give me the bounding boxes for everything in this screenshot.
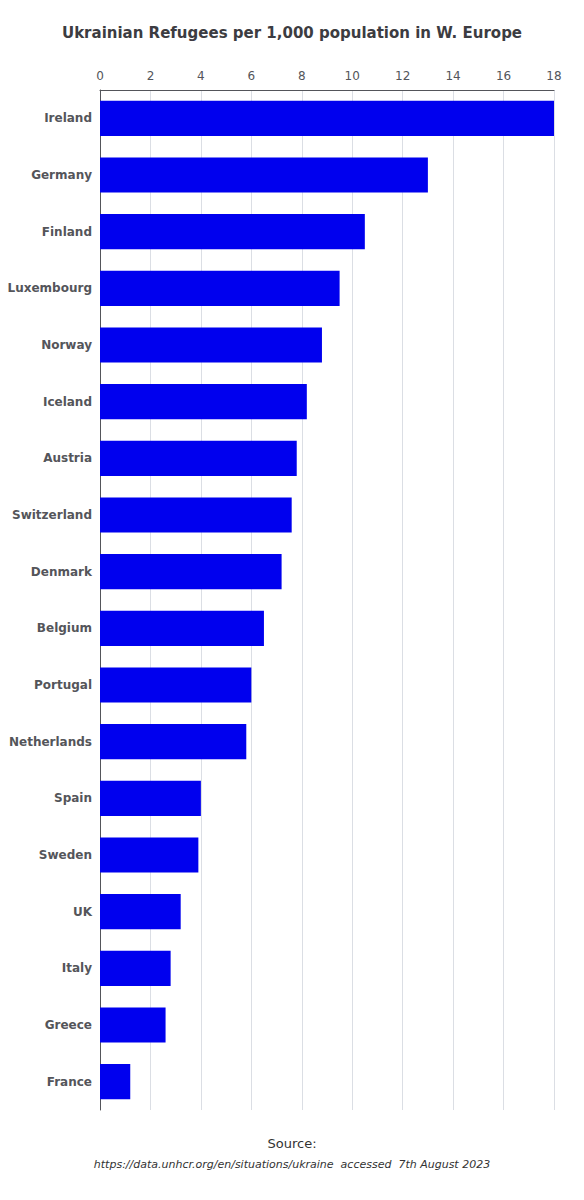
svg-text:UK: UK: [73, 905, 93, 919]
svg-text:2: 2: [147, 69, 155, 83]
svg-text:Sweden: Sweden: [39, 848, 92, 862]
svg-text:14: 14: [445, 69, 460, 83]
svg-text:18: 18: [546, 69, 561, 83]
svg-text:Switzerland: Switzerland: [12, 508, 92, 522]
svg-text:Luxembourg: Luxembourg: [8, 281, 92, 295]
svg-text:Finland: Finland: [42, 225, 92, 239]
svg-text:12: 12: [395, 69, 410, 83]
svg-text:Denmark: Denmark: [31, 565, 93, 579]
svg-text:Ireland: Ireland: [44, 111, 92, 125]
svg-text:Belgium: Belgium: [37, 621, 92, 635]
svg-text:Italy: Italy: [62, 961, 92, 975]
svg-text:Spain: Spain: [54, 791, 92, 805]
svg-text:Austria: Austria: [43, 451, 92, 465]
svg-text:8: 8: [298, 69, 306, 83]
svg-text:6: 6: [248, 69, 256, 83]
svg-text:https://data.unhcr.org/en/situ: https://data.unhcr.org/en/situations/ukr…: [94, 1158, 490, 1171]
svg-text:France: France: [47, 1075, 92, 1089]
svg-text:Netherlands: Netherlands: [9, 735, 92, 749]
svg-text:Source:: Source:: [267, 1136, 316, 1151]
svg-text:Portugal: Portugal: [34, 678, 92, 692]
svg-text:0: 0: [96, 69, 104, 83]
svg-text:Germany: Germany: [31, 168, 92, 182]
svg-text:Norway: Norway: [41, 338, 92, 352]
svg-text:Ukrainian Refugees per 1,000 p: Ukrainian Refugees per 1,000 population …: [62, 24, 522, 42]
svg-text:Greece: Greece: [45, 1018, 92, 1032]
svg-text:10: 10: [345, 69, 360, 83]
svg-text:16: 16: [496, 69, 511, 83]
svg-text:Iceland: Iceland: [43, 395, 92, 409]
svg-text:4: 4: [197, 69, 205, 83]
